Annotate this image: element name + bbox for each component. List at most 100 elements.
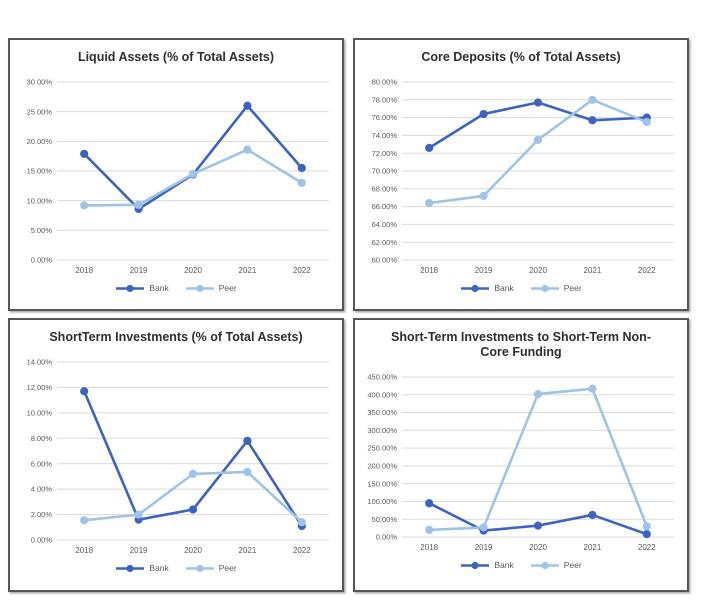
y-tick-label: 62.00% [372, 238, 398, 247]
chart-title-core-deposits: Core Deposits (% of Total Assets) [421, 50, 621, 64]
x-tick-label: 2022 [638, 266, 656, 275]
data-point-peer [80, 201, 89, 210]
x-tick-label: 2021 [239, 546, 257, 555]
y-tick-label: 14.00% [27, 358, 53, 367]
x-tick-label: 2021 [584, 266, 602, 275]
data-point-peer [533, 389, 543, 399]
data-point-peer [425, 525, 434, 534]
y-tick-label: 300.00% [367, 426, 397, 435]
data-point-peer [243, 145, 252, 154]
y-tick-label: 72.00% [372, 149, 398, 158]
x-tick-label: 2019 [130, 546, 148, 555]
gridlines-and-yticks: 0.00% 50.00% 100.00% 150.00% 200.00% 250.00% 3… [367, 373, 674, 542]
y-tick-label: 350.00% [367, 408, 397, 417]
chart-panel-core-deposits: Core Deposits (% of Total Assets) 60.00%… [353, 38, 689, 311]
legend-item-peer: Peer [530, 283, 582, 293]
chart-panel-shortterm-investments: ShortTerm Investments (% of Total Assets… [8, 318, 344, 592]
data-point-bank [80, 387, 89, 396]
legend-label: Bank [494, 283, 514, 293]
chart-panel-noncore-funding: Short-Term Investments to Short-Term Non… [353, 318, 689, 592]
data-point-peer [134, 200, 143, 209]
legend-item-bank: Bank [115, 283, 169, 293]
y-tick-label: 250.00% [367, 444, 397, 453]
legend-label: Bank [149, 283, 169, 293]
y-tick-label: 70.00% [372, 167, 398, 176]
y-tick-label: 25.00% [27, 107, 53, 116]
legend-line-marker-icon [530, 561, 559, 569]
line-chart-shortterm-investments: 0.00% 2.00% 4.00% 6.00% 8.00% 10.00% 12.00% 14.… [27, 358, 329, 555]
y-tick-label: 10.00% [27, 196, 53, 205]
y-tick-label: 66.00% [372, 202, 398, 211]
data-point-peer [479, 523, 488, 532]
data-point-bank [425, 499, 434, 508]
y-tick-label: 10.00% [27, 408, 53, 417]
y-tick-label: 76.00% [372, 113, 398, 122]
x-tick-label: 2018 [420, 266, 438, 275]
legend-label: Peer [563, 283, 582, 293]
data-point-peer [188, 469, 198, 478]
data-point-bank [588, 510, 597, 520]
data-point-peer [588, 95, 597, 104]
y-tick-label: 68.00% [372, 184, 398, 193]
data-point-bank [479, 109, 488, 119]
legend-item-bank: Bank [460, 560, 514, 570]
series-bank [80, 387, 306, 531]
data-point-bank [642, 530, 651, 539]
y-tick-label: 74.00% [372, 131, 398, 140]
y-tick-label: 50.00% [372, 515, 398, 524]
data-point-bank [533, 521, 543, 530]
series-peer [80, 145, 306, 210]
chart-legend: Bank Peer [460, 283, 582, 293]
y-tick-label: 100.00% [367, 497, 397, 506]
x-tick-label: 2021 [584, 543, 602, 552]
x-tick-label: 2019 [130, 266, 148, 275]
legend-label: Peer [218, 283, 237, 293]
legend-label: Bank [494, 560, 514, 570]
line-chart-noncore-funding: 0.00% 50.00% 100.00% 150.00% 200.00% 250.00% 3… [367, 373, 674, 552]
y-tick-label: 60.00% [372, 256, 398, 265]
data-point-bank [243, 101, 252, 110]
legend-line-marker-icon [530, 284, 559, 292]
chart-legend: Bank Peer [115, 283, 237, 293]
x-axis-labels: 2018 2019 2020 2021 2022 [420, 543, 656, 552]
data-point-peer [134, 510, 143, 519]
legend-line-marker-icon [116, 284, 145, 292]
legend-label: Peer [218, 563, 237, 573]
y-tick-label: 4.00% [31, 485, 53, 494]
data-point-peer [642, 522, 651, 531]
legend-line-marker-icon [461, 284, 490, 292]
x-tick-label: 2020 [184, 546, 202, 555]
data-point-peer [188, 169, 198, 179]
y-tick-label: 200.00% [367, 461, 397, 470]
charts-grid: Liquid Assets (% of Total Assets) 0.00% 5… [8, 38, 689, 592]
chart-legend: Bank Peer [115, 563, 237, 573]
legend-item-peer: Peer [530, 560, 582, 570]
chart-title-liquid-assets: Liquid Assets (% of Total Assets) [77, 50, 275, 64]
x-tick-label: 2022 [638, 543, 656, 552]
y-tick-label: 450.00% [367, 373, 397, 382]
y-tick-label: 0.00% [31, 536, 53, 545]
line-chart-liquid-assets: 0.00% 5.00% 10.00% 15.00% 20.00% 25.00% 30.00%… [27, 78, 329, 275]
x-tick-label: 2020 [529, 266, 547, 275]
legend-line-marker-icon [185, 564, 214, 572]
chart-title-shortterm-investments: ShortTerm Investments (% of Total Assets… [49, 330, 303, 344]
line-chart-core-deposits: 60.00% 62.00% 64.00% 66.00% 68.00% 70.00% 72.0… [372, 78, 674, 275]
x-tick-label: 2022 [293, 546, 311, 555]
y-tick-label: 15.00% [27, 167, 53, 176]
series-peer [425, 384, 651, 534]
x-axis-labels: 2018 2019 2020 2021 2022 [75, 266, 311, 275]
legend-line-marker-icon [116, 564, 145, 572]
x-axis-labels: 2018 2019 2020 2021 2022 [75, 546, 311, 555]
data-point-peer [642, 117, 651, 127]
series-bank [425, 98, 651, 152]
data-point-bank [533, 98, 543, 107]
legend-item-bank: Bank [460, 283, 514, 293]
y-tick-label: 80.00% [372, 78, 398, 87]
legend-label: Bank [149, 563, 169, 573]
y-tick-label: 8.00% [31, 434, 53, 443]
data-point-bank [588, 116, 597, 125]
y-tick-label: 78.00% [372, 95, 398, 104]
gridlines-and-yticks: 0.00% 2.00% 4.00% 6.00% 8.00% 10.00% 12.00% 14.… [27, 358, 329, 545]
data-point-peer [533, 135, 543, 144]
